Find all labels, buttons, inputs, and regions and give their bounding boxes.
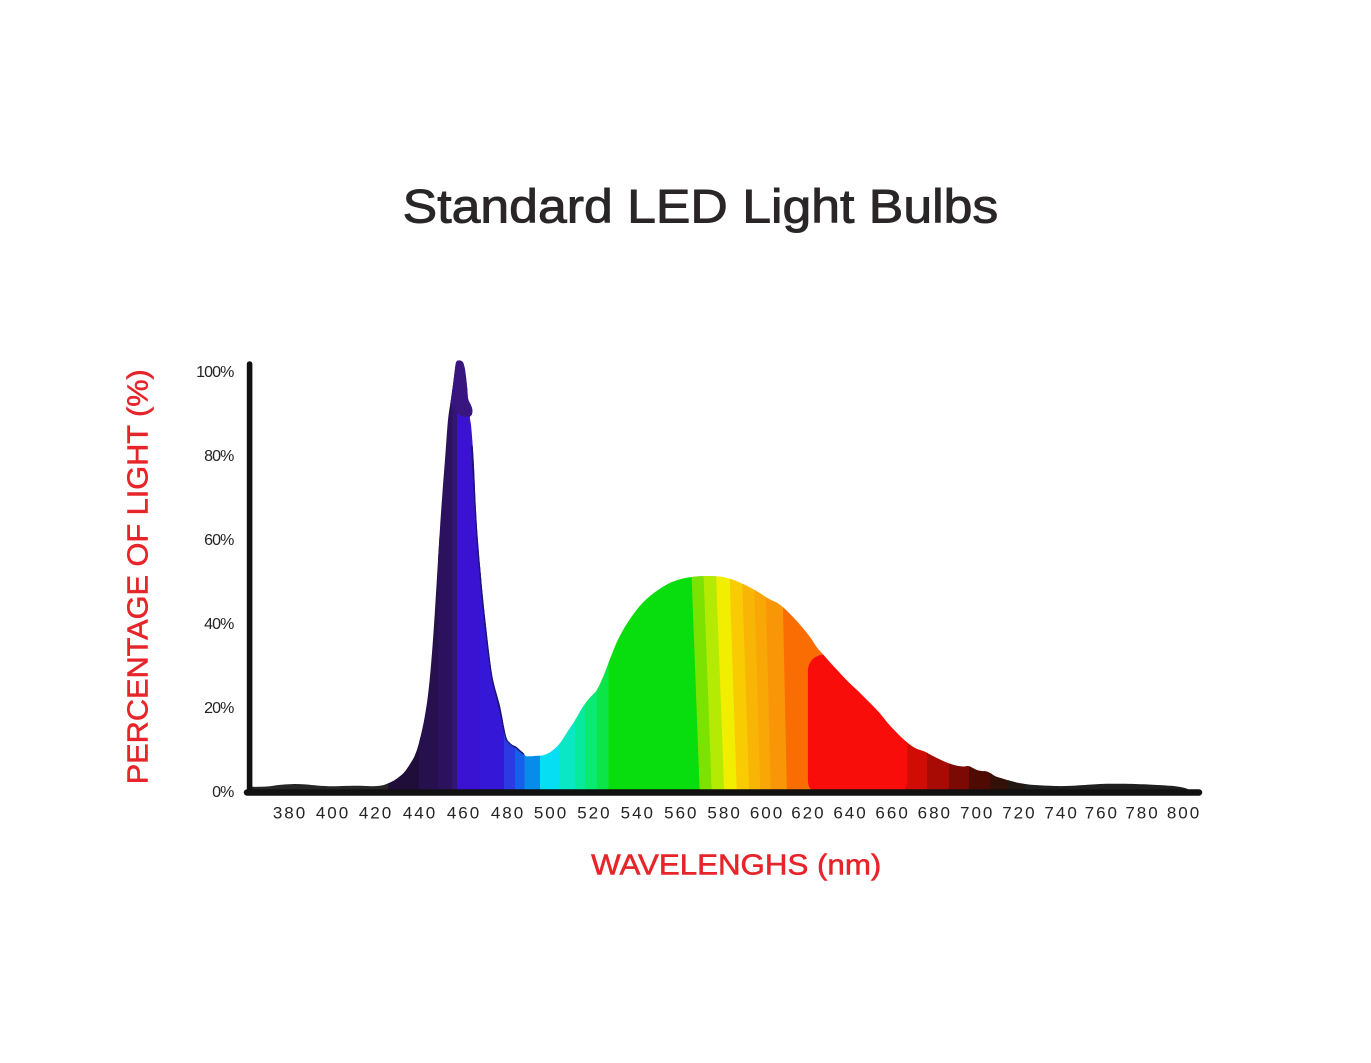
svg-text:780: 780: [1125, 804, 1159, 823]
svg-text:600: 600: [750, 804, 784, 823]
svg-text:400: 400: [316, 804, 350, 823]
svg-text:740: 740: [1044, 804, 1078, 823]
svg-text:PERCENTAGE OF LIGHT (%): PERCENTAGE OF LIGHT (%): [123, 369, 155, 784]
svg-text:40%: 40%: [204, 616, 234, 633]
svg-text:480: 480: [491, 804, 525, 823]
svg-text:0%: 0%: [212, 784, 234, 801]
svg-text:640: 640: [833, 804, 867, 823]
svg-text:580: 580: [707, 804, 741, 823]
svg-text:660: 660: [875, 804, 909, 823]
svg-text:Standard LED Light Bulbs: Standard LED Light Bulbs: [403, 179, 999, 232]
svg-text:500: 500: [534, 804, 568, 823]
svg-text:420: 420: [359, 804, 393, 823]
svg-text:380: 380: [273, 804, 307, 823]
svg-text:60%: 60%: [204, 532, 234, 549]
svg-text:100%: 100%: [196, 364, 234, 381]
svg-text:520: 520: [577, 804, 611, 823]
svg-text:540: 540: [621, 804, 655, 823]
svg-text:720: 720: [1002, 804, 1036, 823]
svg-text:760: 760: [1085, 804, 1119, 823]
svg-text:440: 440: [403, 804, 437, 823]
svg-text:680: 680: [918, 804, 952, 823]
svg-text:800: 800: [1167, 804, 1201, 823]
svg-text:560: 560: [664, 804, 698, 823]
svg-text:WAVELENGHS (nm): WAVELENGHS (nm): [591, 850, 881, 882]
svg-text:700: 700: [960, 804, 994, 823]
svg-text:620: 620: [791, 804, 825, 823]
svg-text:20%: 20%: [204, 700, 234, 717]
svg-text:460: 460: [447, 804, 481, 823]
svg-text:80%: 80%: [204, 448, 234, 465]
